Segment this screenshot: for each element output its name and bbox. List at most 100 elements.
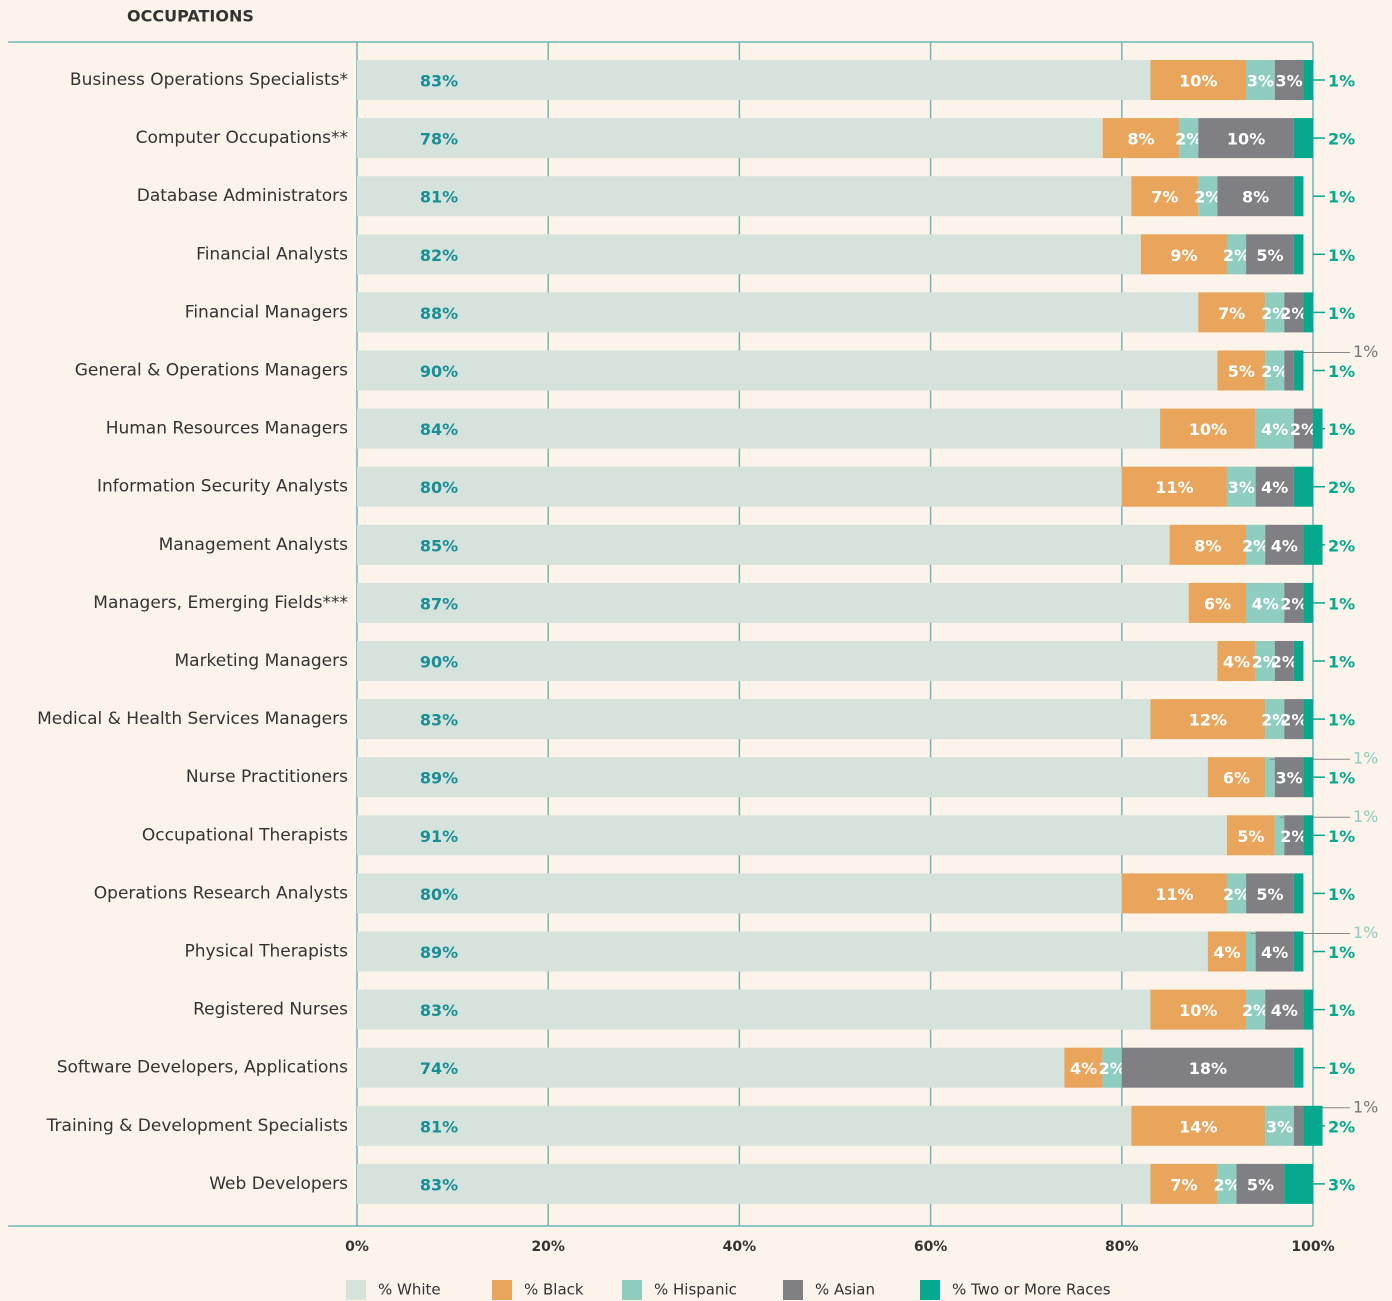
value-label: 8%	[1127, 130, 1154, 149]
bar-segment	[1293, 118, 1313, 159]
value-label: 8%	[1194, 536, 1221, 555]
value-label: 10%	[1179, 1001, 1217, 1020]
bar-segment	[1265, 1105, 1294, 1146]
category-label: Management Analysts	[159, 535, 349, 555]
value-label: 1%	[1328, 72, 1355, 91]
legend-label: % Hispanic	[654, 1281, 737, 1299]
x-tick-label: 40%	[723, 1239, 757, 1255]
bar-segment	[1293, 466, 1313, 507]
value-label: 74%	[420, 1059, 458, 1078]
value-label: 1%	[1328, 304, 1355, 323]
bar-segment	[1265, 524, 1304, 565]
value-label: 90%	[420, 653, 458, 672]
value-label: 7%	[1151, 188, 1178, 207]
value-label: 89%	[420, 943, 458, 962]
value-label: 1%	[1328, 827, 1355, 846]
value-label: 3%	[1247, 72, 1274, 91]
value-label: 3%	[1328, 1175, 1355, 1194]
bar-segment	[357, 176, 1132, 217]
x-tick-label: 60%	[914, 1239, 948, 1255]
bar-segment	[1274, 641, 1294, 681]
bar-segment	[1217, 641, 1256, 681]
value-label: 2%	[1280, 827, 1307, 846]
value-label: 2%	[1280, 711, 1307, 730]
x-tick-label: 100%	[1291, 1239, 1334, 1255]
value-label: 4%	[1261, 420, 1288, 439]
value-label: 3%	[1266, 1117, 1293, 1136]
value-label: 88%	[420, 304, 458, 323]
value-label: 1%	[1328, 246, 1355, 265]
bar-segment	[357, 466, 1122, 507]
value-label: 1%	[1328, 594, 1355, 613]
value-label: 4%	[1271, 1001, 1298, 1020]
legend-swatch	[622, 1280, 642, 1300]
bar-segment	[357, 60, 1151, 100]
bar-segment	[1265, 699, 1285, 740]
category-label: Information Security Analysts	[97, 477, 348, 497]
value-label: 2%	[1328, 1117, 1355, 1136]
bar-segment	[1121, 873, 1227, 914]
bar-segment	[357, 931, 1208, 972]
category-label: Web Developers	[209, 1174, 348, 1194]
category-label: General & Operations Managers	[75, 361, 348, 381]
value-label: 1%	[1328, 1001, 1355, 1020]
value-label: 83%	[420, 72, 458, 91]
bar-segment	[1207, 757, 1266, 798]
value-label: 10%	[1189, 420, 1227, 439]
bar-segment	[1102, 1047, 1122, 1088]
bar-segment	[1064, 1047, 1103, 1088]
value-label: 89%	[420, 769, 458, 788]
bar-segment	[1265, 292, 1285, 333]
value-label: 4%	[1213, 943, 1240, 962]
bar-segment	[1293, 1105, 1304, 1146]
bar-segment	[1150, 60, 1247, 100]
bar-segment	[1150, 1163, 1218, 1204]
value-label: 7%	[1218, 304, 1245, 323]
bar-segment	[1226, 873, 1247, 914]
x-tick-label: 0%	[345, 1239, 369, 1255]
bar-segment	[1246, 582, 1285, 623]
bar-segment	[1274, 757, 1304, 798]
category-label: Occupational Therapists	[142, 825, 348, 845]
bar-segment	[1303, 292, 1313, 333]
x-tick-label: 80%	[1105, 1239, 1139, 1255]
bar-segment	[1255, 641, 1275, 681]
value-label: 80%	[420, 885, 458, 904]
value-label: 85%	[420, 536, 458, 555]
bar-segment	[1274, 60, 1304, 100]
value-label: 5%	[1256, 246, 1283, 265]
value-label: 11%	[1155, 478, 1193, 497]
value-label: 4%	[1223, 653, 1250, 672]
value-label: 81%	[420, 1117, 458, 1136]
legend-swatch	[920, 1280, 940, 1300]
bar-segment	[357, 1105, 1132, 1146]
value-label: 91%	[420, 827, 458, 846]
value-label: 2%	[1328, 478, 1355, 497]
value-label: 4%	[1252, 594, 1279, 613]
category-label: Registered Nurses	[193, 1000, 348, 1020]
value-label: 1%	[1353, 807, 1378, 826]
legend-swatch	[346, 1280, 366, 1300]
bar-segment	[357, 524, 1170, 565]
bar-segment	[1226, 815, 1275, 856]
value-label: 2%	[1290, 420, 1317, 439]
bar-segment	[1303, 60, 1313, 100]
value-label: 2%	[1271, 653, 1298, 672]
category-label: Managers, Emerging Fields***	[93, 593, 348, 613]
category-label: Database Administrators	[137, 186, 348, 206]
value-label: 4%	[1070, 1059, 1097, 1078]
bar-segment	[357, 1163, 1151, 1204]
value-label: 8%	[1242, 188, 1269, 207]
bar-segment	[1246, 524, 1266, 565]
bar-segment	[1226, 466, 1256, 507]
value-label: 1%	[1353, 749, 1378, 768]
value-label: 2%	[1213, 1175, 1240, 1194]
bar-segment	[1284, 350, 1294, 391]
bar-segment	[1265, 757, 1275, 798]
bar-segment	[357, 641, 1218, 681]
value-label: 84%	[420, 420, 458, 439]
value-label: 1%	[1328, 885, 1355, 904]
value-label: 1%	[1328, 653, 1355, 672]
value-label: 2%	[1194, 188, 1221, 207]
bar-segment	[1150, 989, 1247, 1030]
